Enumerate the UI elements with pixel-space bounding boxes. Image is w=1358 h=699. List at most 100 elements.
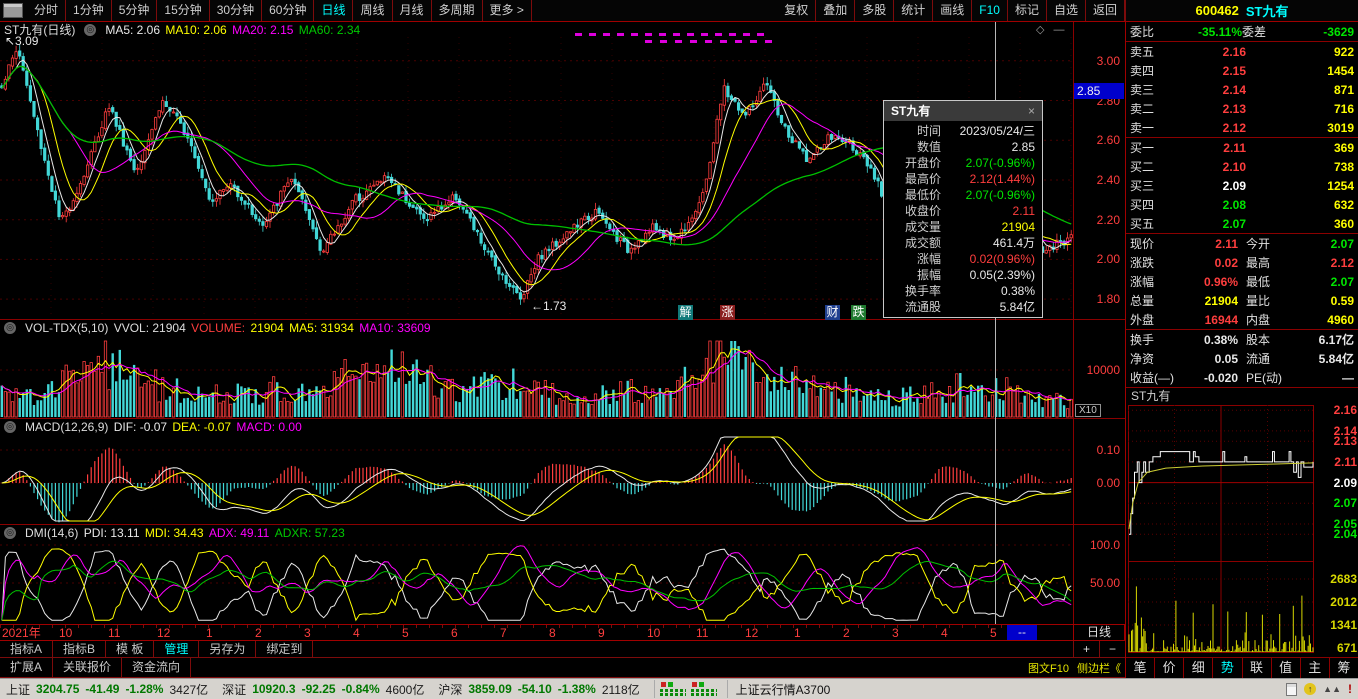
tool-menu-item[interactable]: 返回: [1086, 0, 1125, 21]
event-marker: [735, 40, 742, 43]
toolbar-spacer: [191, 658, 1028, 677]
tool-menu-item[interactable]: 标记: [1008, 0, 1047, 21]
price-axis-tick: 2.00: [1096, 252, 1120, 267]
mini-tab[interactable]: 值: [1272, 658, 1301, 678]
period-tab[interactable]: 更多 >: [483, 0, 532, 21]
bid-row[interactable]: 买五 2.07 360: [1126, 214, 1358, 233]
tooltip-value: 5.84亿: [999, 300, 1035, 314]
tooltip-titlebar[interactable]: ST九有 ×: [884, 101, 1042, 121]
period-tab[interactable]: 日线: [314, 0, 354, 21]
low-annotation: ←1.73: [531, 299, 567, 313]
chart-badge[interactable]: 涨: [720, 305, 735, 320]
tool-menu-item[interactable]: F10: [972, 0, 1008, 21]
time-axis-label: 6: [451, 626, 458, 640]
toolbar-item[interactable]: 资金流向: [122, 658, 192, 677]
axis-cursor[interactable]: --: [1007, 625, 1037, 640]
period-tab[interactable]: 1分钟: [66, 0, 112, 21]
chart-badge[interactable]: 解: [678, 305, 693, 320]
green-dashes: [690, 689, 717, 696]
ask-row[interactable]: 卖五 2.16 922: [1126, 42, 1358, 61]
close-icon[interactable]: ×: [1027, 104, 1035, 118]
mini-tab[interactable]: 联: [1243, 658, 1272, 678]
update-icon[interactable]: ↑: [1304, 683, 1317, 695]
ask-volume: 1454: [1327, 63, 1354, 78]
toolbar-item[interactable]: 指标B: [53, 641, 107, 657]
graphic-f10-link[interactable]: 图文F10: [1028, 662, 1069, 675]
crosshair-price-label: 2.85: [1074, 83, 1124, 99]
toolbar-item[interactable]: 扩展A: [0, 658, 54, 677]
speed-icon[interactable]: ▲▲: [1323, 684, 1341, 694]
period-indicator[interactable]: 日线: [1073, 624, 1125, 641]
period-tab[interactable]: 分时: [27, 0, 67, 21]
stat-half: 涨跌 0.02: [1130, 254, 1238, 271]
info-label: 流通: [1246, 352, 1271, 366]
ask-row[interactable]: 卖一 2.12 3019: [1126, 118, 1358, 137]
zoom-in-button[interactable]: +: [1073, 641, 1099, 657]
bid-row[interactable]: 买四 2.08 632: [1126, 195, 1358, 214]
info-half: 股本 6.17亿: [1246, 331, 1354, 348]
mini-tab[interactable]: 笔: [1126, 658, 1156, 678]
toolbar-item[interactable]: 关联报价: [53, 658, 123, 677]
toolbar-item[interactable]: 管理: [154, 641, 200, 657]
tooltip-row: 最低价 2.07(-0.96%): [884, 187, 1042, 203]
price-axis-line: [1073, 22, 1074, 624]
ask-row[interactable]: 卖三 2.14 871: [1126, 80, 1358, 99]
mini-tab[interactable]: 主: [1301, 658, 1330, 678]
period-tab[interactable]: 周线: [353, 0, 393, 21]
mini-tab[interactable]: 细: [1184, 658, 1214, 678]
tool-menu-item[interactable]: 多股: [855, 0, 895, 21]
toolbar-item[interactable]: 模 板: [106, 641, 155, 657]
mini-price-tick: 2.11: [1334, 454, 1357, 469]
green-dashes: [659, 689, 686, 696]
bid-row[interactable]: 买一 2.11 369: [1126, 138, 1358, 157]
window-icon[interactable]: [3, 3, 23, 18]
period-tab[interactable]: 15分钟: [157, 0, 210, 21]
chart-badge[interactable]: 财: [825, 305, 840, 320]
toolbar-item[interactable]: 另存为: [199, 641, 257, 657]
event-marker: [660, 40, 667, 43]
bid-row[interactable]: 买二 2.10 738: [1126, 157, 1358, 176]
period-tab[interactable]: 30分钟: [210, 0, 263, 21]
tool-menu-item[interactable]: 复权: [777, 0, 817, 21]
collapse-icon[interactable]: ◎: [4, 526, 16, 539]
sidebar-toggle[interactable]: 侧边栏《: [1077, 662, 1121, 675]
event-marker: [673, 33, 680, 36]
ask-row[interactable]: 卖四 2.15 1454: [1126, 61, 1358, 80]
stat-half: 总量 21904: [1130, 292, 1238, 309]
alert-icon[interactable]: !: [1348, 682, 1352, 696]
tooltip-value: 2023/05/24/三: [959, 124, 1035, 138]
panel-control-icons[interactable]: ◇ —: [1036, 24, 1068, 36]
toolbar-item[interactable]: 指标A: [0, 641, 54, 657]
period-tab[interactable]: 多周期: [432, 0, 483, 21]
info-value: 6.17亿: [1318, 333, 1354, 347]
document-icon[interactable]: [1286, 682, 1298, 696]
bid-row[interactable]: 买三 2.09 1254: [1126, 176, 1358, 195]
mini-tab[interactable]: 势: [1213, 658, 1243, 678]
tool-menu-item[interactable]: 画线: [933, 0, 973, 21]
tooltip-label: 成交额: [904, 236, 941, 250]
time-axis-label: 1: [794, 626, 801, 640]
chart-badge[interactable]: 跌: [851, 305, 866, 320]
time-axis-label: 1: [206, 626, 213, 640]
period-tab[interactable]: 月线: [393, 0, 432, 21]
ask-row[interactable]: 卖二 2.13 716: [1126, 99, 1358, 118]
toolbar-item[interactable]: 绑定到: [256, 641, 314, 657]
tooltip-value: 2.12(1.44%): [969, 172, 1035, 186]
period-tab[interactable]: 5分钟: [112, 0, 158, 21]
tool-menu-item[interactable]: 统计: [894, 0, 934, 21]
period-tab[interactable]: 60分钟: [262, 0, 315, 21]
mini-tab[interactable]: 价: [1155, 658, 1185, 678]
zoom-out-button[interactable]: −: [1099, 641, 1125, 657]
dmi-chart: [0, 540, 1125, 624]
collapse-icon[interactable]: ◎: [4, 420, 16, 433]
tool-menu-item[interactable]: 叠加: [816, 0, 856, 21]
collapse-icon[interactable]: ◎: [84, 23, 97, 36]
mini-tab[interactable]: 筹: [1337, 660, 1351, 675]
stat-value: 0.59: [1330, 293, 1354, 308]
info-half: PE(动) —: [1246, 369, 1354, 386]
tool-menu-item[interactable]: 自选: [1047, 0, 1086, 21]
event-marker: [705, 40, 712, 43]
collapse-icon[interactable]: ◎: [4, 321, 16, 334]
stat-label: 量比: [1246, 294, 1271, 308]
market-bars-group: [690, 682, 717, 696]
